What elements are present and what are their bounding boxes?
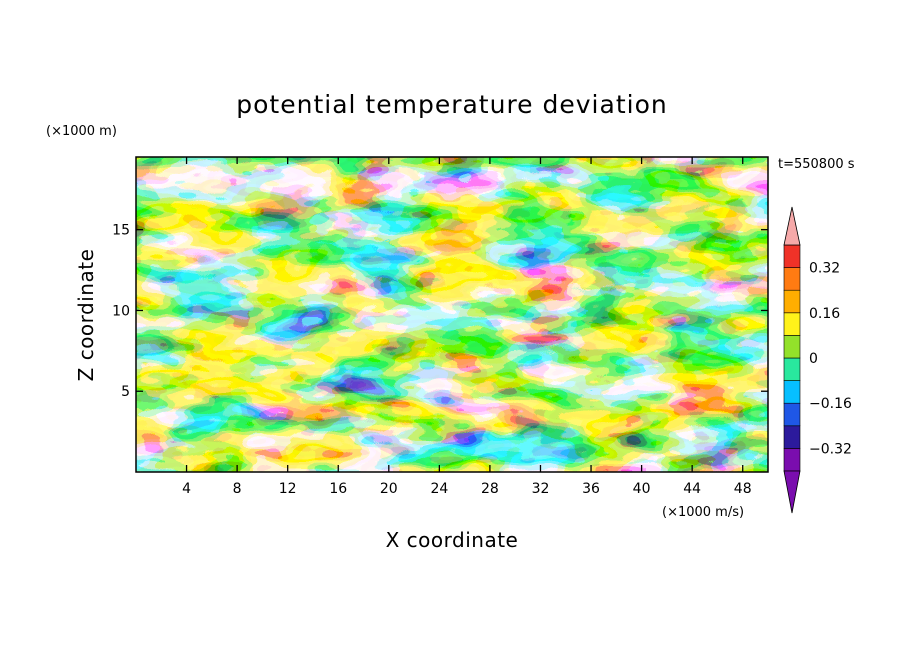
plot-frame	[135, 156, 769, 473]
colorbar-tick-label: 0.16	[809, 306, 840, 322]
colorbar-tick-label: 0.32	[809, 261, 840, 277]
colorbar-segment	[783, 312, 801, 336]
x-tick-label: 48	[734, 481, 752, 497]
x-tick-label: 28	[481, 481, 499, 497]
x-tick-label: 8	[233, 481, 242, 497]
y-tick-label: 5	[121, 384, 130, 400]
colorbar-tick-label: 0	[809, 351, 818, 367]
colorbar-segment	[783, 425, 801, 449]
y-unit-label: (×1000 m)	[46, 124, 117, 139]
x-tick-label: 4	[182, 481, 191, 497]
x-axis-label: X coordinate	[386, 528, 519, 552]
colorbar-tick-label: −0.16	[809, 396, 852, 412]
colorbar-tick-label: −0.32	[809, 441, 852, 457]
colorbar-segment	[783, 289, 801, 314]
heatmap-field	[136, 157, 768, 472]
colorbar-segment	[783, 357, 801, 381]
x-tick-label: 36	[582, 481, 600, 497]
x-tick-label: 32	[532, 481, 550, 497]
colorbar-segment	[783, 448, 801, 472]
x-axis: 4 8 12 16 20 24 28 32 36 40 44 48	[182, 157, 752, 497]
time-label: t=550800 s	[778, 157, 855, 172]
x-tick-label: 44	[683, 481, 701, 497]
colorbar-arrow-top	[783, 206, 801, 246]
colorbar-segment	[783, 335, 801, 359]
x-unit-label: (×1000 m/s)	[662, 505, 744, 520]
y-axis-label: Z coordinate	[74, 249, 98, 382]
colorbar-segment	[783, 267, 801, 291]
colorbar-segment	[783, 244, 801, 268]
y-tick-label: 10	[112, 303, 130, 319]
plot-field	[136, 157, 768, 472]
colorbar-segment	[783, 402, 801, 427]
y-axis: 5 10 15	[112, 223, 768, 400]
colorbar-segment	[783, 380, 801, 404]
colorbar-arrow-bottom	[783, 470, 801, 514]
x-tick-label: 12	[279, 481, 297, 497]
x-tick-label: 20	[380, 481, 398, 497]
x-tick-label: 40	[633, 481, 651, 497]
x-tick-label: 24	[430, 481, 448, 497]
colorbar: 0.32 0.16 0 −0.16 −0.32	[783, 206, 852, 514]
y-tick-label: 15	[112, 223, 130, 239]
x-tick-label: 16	[329, 481, 347, 497]
chart-title: potential temperature deviation	[236, 90, 667, 119]
